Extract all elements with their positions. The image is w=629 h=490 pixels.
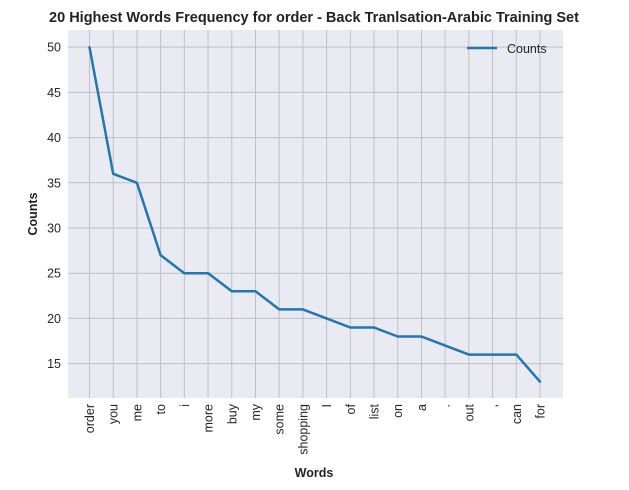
x-tick-label: shopping xyxy=(296,404,310,455)
x-tick-label: i xyxy=(178,404,192,407)
x-tick-label: . xyxy=(439,404,453,407)
series-line-counts xyxy=(88,45,542,383)
x-tick-label: buy xyxy=(225,403,239,424)
x-tick-label: of xyxy=(344,403,358,414)
x-tick-label: on xyxy=(391,404,405,418)
y-tick-label: 35 xyxy=(47,176,61,190)
x-tick-label: more xyxy=(202,404,216,433)
plot-area xyxy=(68,30,563,398)
y-tick-label: 50 xyxy=(47,41,61,55)
x-tick-label: , xyxy=(486,404,500,407)
y-tick-label: 25 xyxy=(47,267,61,281)
legend: Counts xyxy=(467,42,547,56)
y-tick-labels: 15 20 25 30 35 40 45 50 xyxy=(47,41,61,371)
x-tick-label: you xyxy=(107,404,121,424)
y-tick-label: 45 xyxy=(47,86,61,100)
x-tick-label: a xyxy=(415,404,429,411)
y-tick-label: 30 xyxy=(47,222,61,236)
chart-title: 20 Highest Words Frequency for order - B… xyxy=(49,10,579,26)
x-tick-label: me xyxy=(130,404,144,421)
x-tick-label: to xyxy=(154,404,168,414)
x-tick-label: out xyxy=(462,403,476,421)
x-tick-label: my xyxy=(249,403,263,420)
y-tick-label: 15 xyxy=(47,357,61,371)
x-tick-label: order xyxy=(83,404,97,433)
x-axis-label: Words xyxy=(295,466,334,480)
x-tick-label: for xyxy=(534,404,548,419)
y-tick-label: 40 xyxy=(47,131,61,145)
series-lines xyxy=(88,45,542,383)
y-tick-label: 20 xyxy=(47,312,61,326)
y-axis-label: Counts xyxy=(26,192,40,235)
x-tick-label: can xyxy=(510,404,524,424)
x-tick-label: some xyxy=(273,404,287,435)
x-tick-label: I xyxy=(320,404,334,407)
legend-label-counts: Counts xyxy=(507,42,547,56)
x-tick-label: list xyxy=(368,403,382,419)
